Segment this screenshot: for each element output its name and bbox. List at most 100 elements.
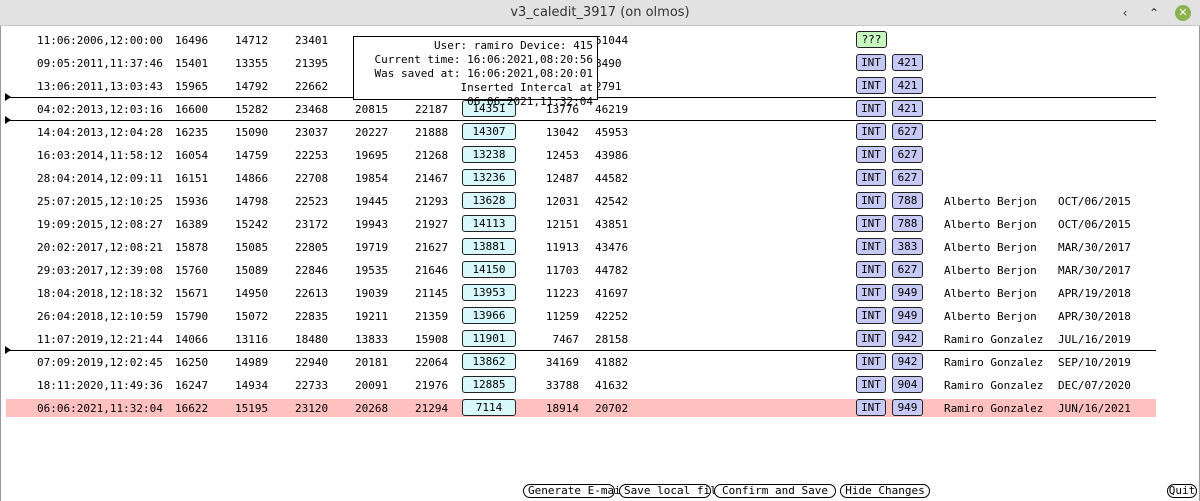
device-tag[interactable]: 627 [892,123,923,140]
device-tag[interactable]: 421 [892,77,923,94]
int-tag[interactable]: INT [856,169,886,186]
table-row: 28:04:2014,12:09:11 16151 14866 22708 19… [1,167,1161,190]
device-tag[interactable]: 383 [892,238,923,255]
value-field[interactable]: 13862 [462,353,516,370]
table-row: 18:04:2018,12:18:32 15671 14950 22613 19… [37,284,1131,301]
confirm-date: APR/19/2018 [1058,287,1131,300]
generate-email-button[interactable]: Generate E-mail [523,484,627,498]
tooltip-saved-at: Was saved at: 16:06:2021,08:20:01 [374,67,593,80]
table-row: 20:02:2017,12:08:21 15878 15085 22805 19… [37,238,1131,255]
device-tag[interactable]: 788 [892,192,923,209]
table-row: 19:09:2015,12:08:27 16389 15242 23172 19… [37,215,1131,232]
int-tag[interactable]: INT [856,330,886,347]
table-row: 25:07:2015,12:10:25 15936 14798 22523 19… [37,192,1131,209]
value-field[interactable]: 14307 [462,123,516,140]
int-tag[interactable]: INT [856,146,886,163]
table-row: 13:06:2011,13:03:43 15965 14792 22662 27… [1,75,1161,98]
marker-arrow-icon [5,116,11,124]
operator-name: Ramiro Gonzalez [944,402,1044,415]
device-tag[interactable]: 627 [892,146,923,163]
confirm-and-save-button[interactable]: Confirm and Save [714,484,836,498]
tooltip-inserted: Inserted Intercal at 06:06:2021,11:32:04 [460,81,593,108]
int-tag[interactable]: INT [856,215,886,232]
value-field[interactable]: 14150 [462,261,516,278]
table-row: 04:02:2013,12:03:16 16600 15282 23468 20… [1,98,1161,121]
operator-name: Alberto Berjon [944,218,1037,231]
tooltip-user-line: User: ramiro Device: 415 [434,39,593,52]
quit-button[interactable]: Quit [1167,484,1197,498]
calibration-table: 11:06:2006,12:00:00 16496 14712 23401 51… [0,26,1200,501]
device-tag[interactable]: 627 [892,261,923,278]
operator-name: Alberto Berjon [944,241,1037,254]
confirm-date: SEP/10/2019 [1058,356,1131,369]
confirm-date: MAR/30/2017 [1058,241,1131,254]
operator-name: Alberto Berjon [944,195,1037,208]
table-row: 26:04:2018,12:10:59 15790 15072 22835 19… [37,307,1131,324]
tooltip-current-time: Current time: 16:06:2021,08:20:56 [374,53,593,66]
int-tag[interactable]: INT [856,376,886,393]
device-tag[interactable]: 421 [892,54,923,71]
operator-name: Ramiro Gonzalez [944,356,1044,369]
value-field[interactable]: 7114 [462,399,516,416]
confirm-date: OCT/06/2015 [1058,218,1131,231]
device-tag[interactable]: 421 [892,100,923,117]
int-tag[interactable]: INT [856,353,886,370]
int-tag[interactable]: INT [856,77,886,94]
confirm-date: JUN/16/2021 [1058,402,1131,415]
confirm-date: DEC/07/2020 [1058,379,1131,392]
int-tag[interactable]: INT [856,192,886,209]
table-row-selected[interactable]: 06:06:2021,11:32:04 16622 15195 23120 20… [1,397,1161,420]
table-row: 16:03:2014,11:58:12 16054 14759 22253 19… [1,144,1161,167]
value-field[interactable]: 11901 [462,330,516,347]
info-tooltip: User: ramiro Device: 415 Current time: 1… [353,36,598,108]
device-tag[interactable]: 942 [892,330,923,347]
int-tag[interactable]: INT [856,54,886,71]
int-tag[interactable]: INT [856,399,886,416]
status-tag[interactable]: ??? [856,31,887,48]
int-tag[interactable]: INT [856,307,886,324]
value-field[interactable]: 14351 [462,100,516,117]
table-row: 18:11:2020,11:49:36 16247 14934 22733 20… [37,376,1131,393]
operator-name: Alberto Berjon [944,287,1037,300]
device-tag[interactable]: 904 [892,376,923,393]
value-field[interactable]: 13966 [462,307,516,324]
device-tag[interactable]: 949 [892,399,923,416]
operator-name: Ramiro Gonzalez [944,333,1044,346]
int-tag[interactable]: INT [856,261,886,278]
value-field[interactable]: 12885 [462,376,516,393]
table-row: 14:04:2013,12:04:28 16235 15090 23037 20… [1,121,1161,144]
value-field[interactable]: 13628 [462,192,516,209]
table-row: 11:07:2019,12:21:44 14066 13116 18480 13… [37,330,1131,347]
confirm-date: APR/30/2018 [1058,310,1131,323]
device-tag[interactable]: 788 [892,215,923,232]
minimize-icon[interactable]: ‹ [1122,6,1128,20]
device-tag[interactable]: 627 [892,169,923,186]
value-field[interactable]: 13953 [462,284,516,301]
confirm-date: MAR/30/2017 [1058,264,1131,277]
table-row: 07:09:2019,12:02:45 16250 14989 22940 20… [37,353,1131,370]
device-tag[interactable]: 942 [892,353,923,370]
device-tag[interactable]: 949 [892,307,923,324]
int-tag[interactable]: INT [856,100,886,117]
window-title: v3_caledit_3917 (on olmos) [510,5,690,20]
close-icon[interactable]: ✕ [1175,5,1191,21]
device-tag[interactable]: 949 [892,284,923,301]
operator-name: Alberto Berjon [944,310,1037,323]
maximize-icon[interactable]: ⌃ [1148,6,1160,20]
int-tag[interactable]: INT [856,238,886,255]
value-field[interactable]: 13881 [462,238,516,255]
operator-name: Alberto Berjon [944,264,1037,277]
value-field[interactable]: 13238 [462,146,516,163]
confirm-date: OCT/06/2015 [1058,195,1131,208]
table-row: 09:05:2011,11:37:46 15401 13355 21395 84… [1,52,1161,75]
value-field[interactable]: 13236 [462,169,516,186]
marker-arrow-icon [5,93,11,101]
value-field[interactable]: 14113 [462,215,516,232]
int-tag[interactable]: INT [856,284,886,301]
table-row: 11:06:2006,12:00:00 16496 14712 23401 51… [1,29,1161,52]
save-local-file-button[interactable]: Save local file [619,484,723,498]
row-separator [6,350,1156,351]
hide-changes-button[interactable]: Hide Changes [840,484,930,498]
int-tag[interactable]: INT [856,123,886,140]
title-bar: v3_caledit_3917 (on olmos) ‹ ⌃ ✕ [0,0,1200,26]
